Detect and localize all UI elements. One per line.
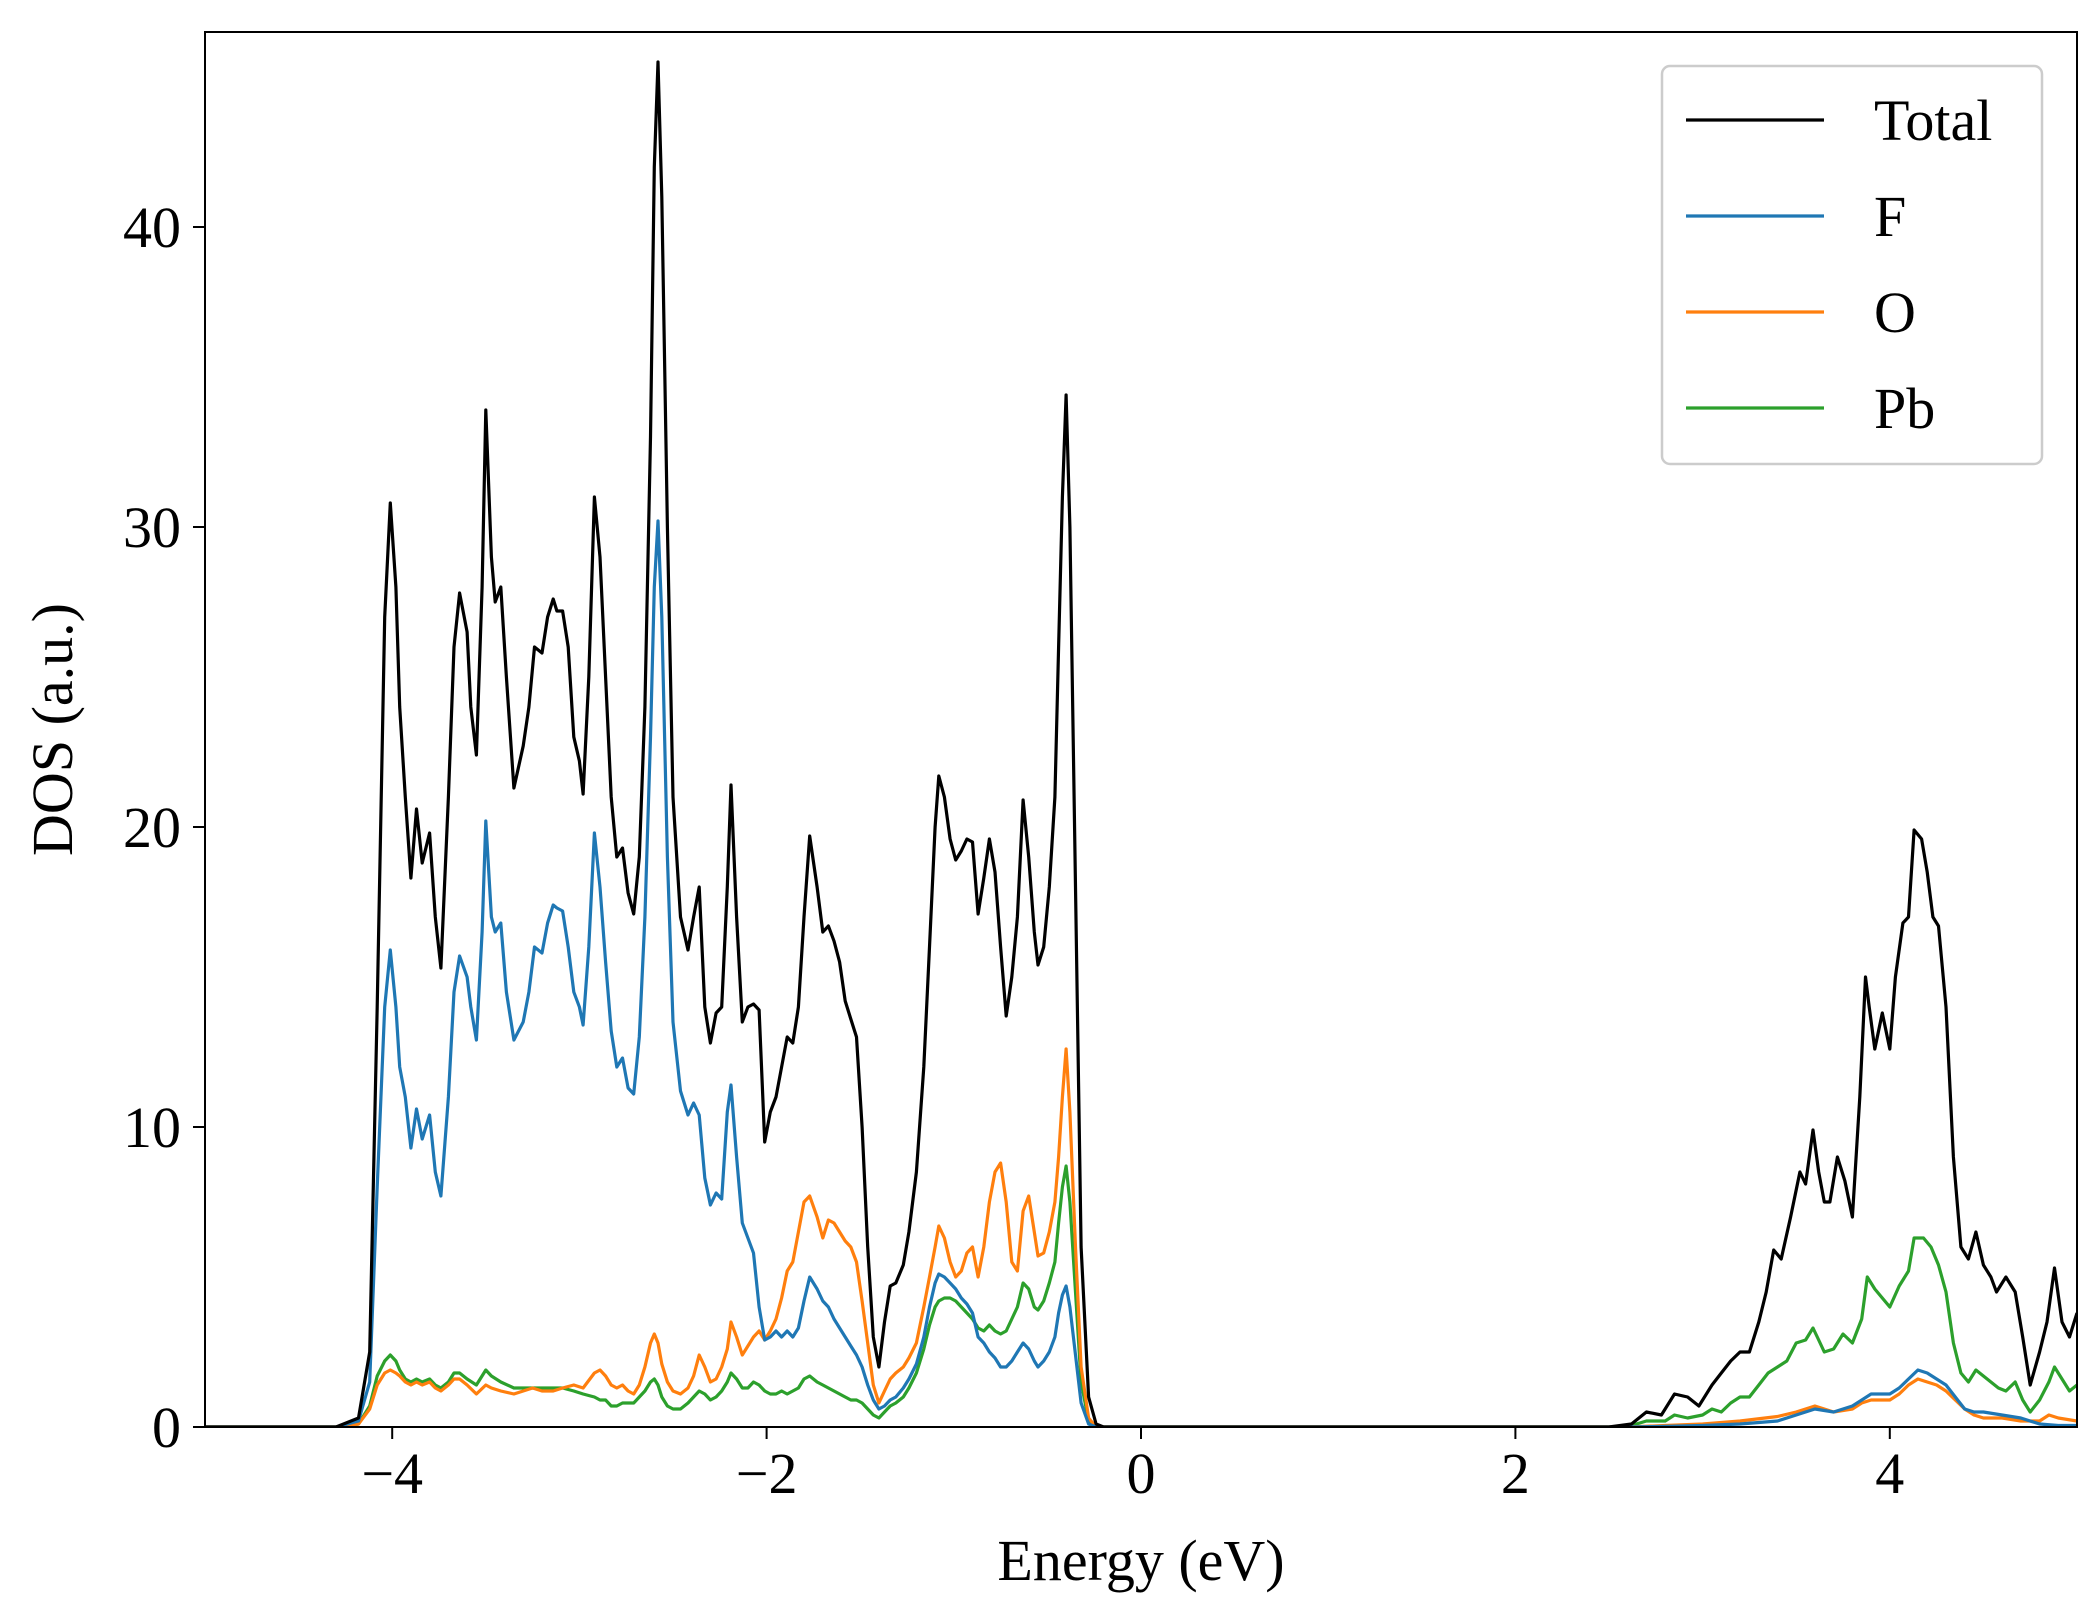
- y-tick-label: 40: [123, 195, 181, 260]
- x-tick-label: 2: [1501, 1441, 1530, 1506]
- y-axis-label: DOS (a.u.): [20, 603, 85, 856]
- series-line-o: [205, 1047, 2077, 1427]
- x-tick-label: 0: [1127, 1441, 1156, 1506]
- x-tick-label: 4: [1875, 1441, 1904, 1506]
- legend-label-pb: Pb: [1874, 376, 1935, 441]
- y-tick-label: 0: [152, 1395, 181, 1460]
- x-tick-label: −4: [361, 1441, 423, 1506]
- legend-label-f: F: [1874, 184, 1906, 249]
- x-tick-label: −2: [736, 1441, 798, 1506]
- x-axis-label: Energy (eV): [997, 1528, 1284, 1593]
- legend-label-total: Total: [1874, 88, 1992, 153]
- legend-box: [1660, 64, 2044, 466]
- series-line-total: [205, 60, 2077, 1427]
- y-tick-label: 20: [123, 795, 181, 860]
- legend: Total FO Pb: [1660, 64, 2044, 466]
- legend-label-o: O: [1874, 280, 1916, 345]
- y-tick-label: 30: [123, 495, 181, 560]
- y-tick-label: 10: [123, 1095, 181, 1160]
